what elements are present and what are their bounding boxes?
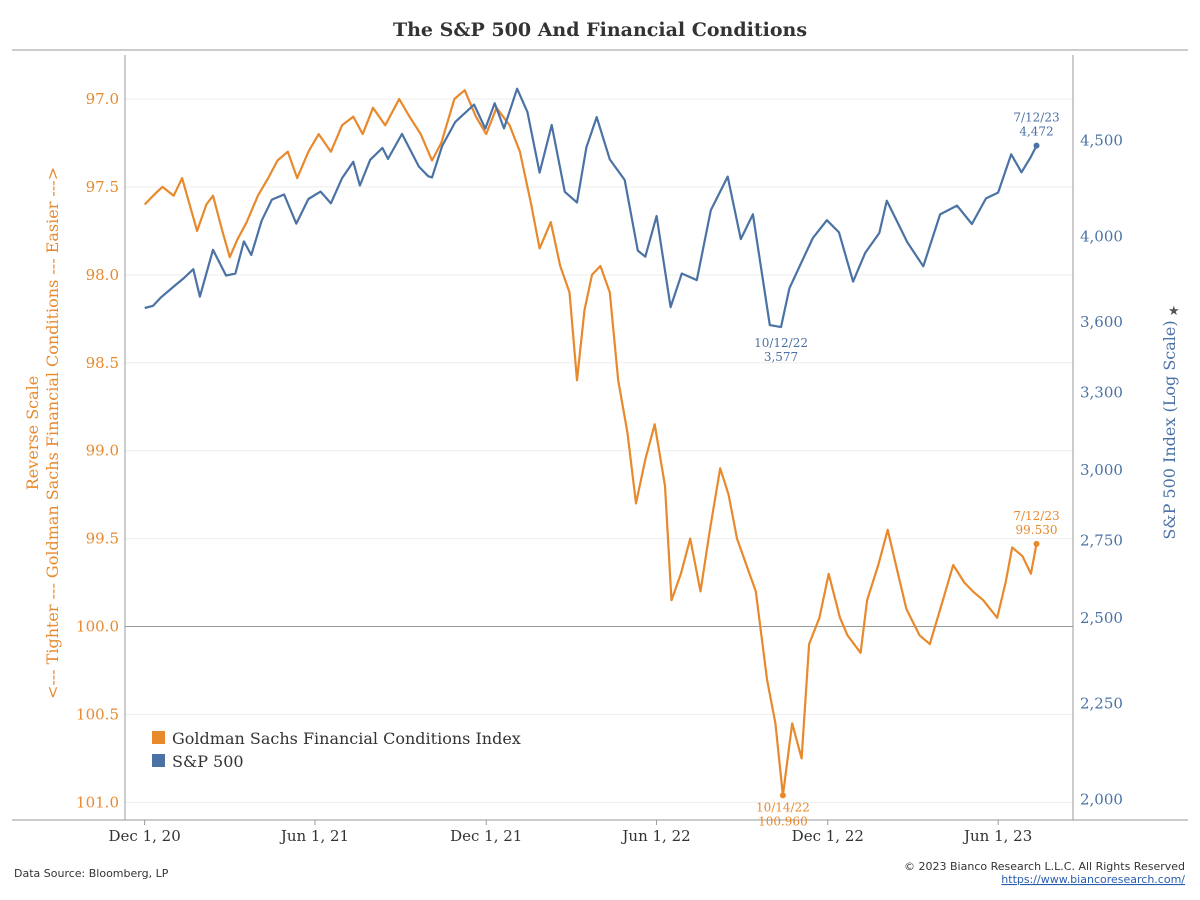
left-axis-title-line-2: <--- Tighter --- Goldman Sachs Financial…	[43, 167, 62, 699]
annotation-spx-latest-date: 7/12/23	[1013, 111, 1059, 125]
left-tick-label: 100.5	[76, 705, 119, 723]
left-tick-label: 97.0	[86, 90, 119, 108]
annotations: 7/12/234,47210/12/223,5777/12/2399.53010…	[754, 111, 1060, 829]
left-tick-label: 97.5	[86, 178, 119, 196]
website-link[interactable]: https://www.biancoresearch.com/	[1001, 873, 1185, 886]
sp500-line	[144, 87, 1038, 329]
left-tick-label: 101.0	[76, 793, 119, 811]
left-axis-ticks: 97.0 97.5 98.0 98.5 99.0 99.5 100.0 100.5 101.0	[76, 90, 119, 811]
series	[143, 87, 1038, 797]
x-tick-label: Dec 1, 21	[450, 827, 522, 845]
left-tick-label: 98.5	[86, 354, 119, 372]
gridlines	[125, 98, 1073, 803]
right-axis-title: S&P 500 Index (Log Scale)	[1160, 320, 1179, 539]
x-tick-label: Dec 1, 22	[792, 827, 864, 845]
copyright: © 2023 Bianco Research L.L.C. All Rights…	[904, 860, 1185, 873]
right-tick-label: 2,750	[1080, 532, 1123, 550]
left-tick-label: 98.0	[86, 266, 119, 284]
annotation-gsfci-latest-marker	[1033, 540, 1040, 547]
left-tick-label: 99.0	[86, 442, 119, 460]
legend-swatch-spx	[152, 754, 165, 767]
left-axis-title-line-1: Reverse Scale	[23, 376, 42, 490]
right-tick-label: 4,000	[1080, 227, 1123, 245]
annotation-spx-low-date: 10/12/22	[754, 336, 808, 350]
right-tick-label: 4,500	[1080, 132, 1123, 150]
right-tick-label: 3,300	[1080, 384, 1123, 402]
right-tick-label: 2,500	[1080, 609, 1123, 627]
gsfci-line	[143, 89, 1038, 797]
axes	[12, 55, 1188, 821]
annotation-gsfci-latest-date: 7/12/23	[1013, 509, 1059, 523]
legend-swatch-gsfci	[152, 731, 165, 744]
data-source: Data Source: Bloomberg, LP	[14, 867, 169, 880]
left-tick-label: 99.5	[86, 530, 119, 548]
x-axis-ticks: Dec 1, 20 Jun 1, 21 Dec 1, 21 Jun 1, 22 Dec …	[109, 820, 1032, 845]
right-axis-ticks: 2,000 2,250 2,500 2,750 3,000 3,300 3,600 4,000…	[1080, 132, 1123, 809]
right-tick-label: 3,000	[1080, 461, 1123, 479]
annotation-gsfci-high-date: 10/14/22	[756, 800, 810, 814]
pin-icon[interactable]: ★	[1168, 304, 1180, 319]
x-tick-label: Jun 1, 22	[620, 827, 690, 845]
x-tick-label: Dec 1, 20	[109, 827, 181, 845]
legend-label-spx: S&P 500	[172, 752, 244, 771]
annotation-gsfci-high-marker	[779, 792, 786, 799]
x-tick-label: Jun 1, 21	[279, 827, 349, 845]
legend-label-gsfci: Goldman Sachs Financial Conditions Index	[172, 729, 521, 748]
right-tick-label: 2,000	[1080, 790, 1123, 808]
chart-title: The S&P 500 And Financial Conditions	[393, 19, 807, 41]
annotation-spx-latest-marker	[1033, 142, 1040, 149]
left-tick-label: 100.0	[76, 618, 119, 636]
annotation-spx-latest-value: 4,472	[1019, 125, 1053, 139]
x-tick-label: Jun 1, 23	[962, 827, 1032, 845]
legend: Goldman Sachs Financial Conditions Index…	[152, 729, 521, 771]
annotation-gsfci-high-value: 100.960	[758, 814, 808, 828]
annotation-gsfci-latest-value: 99.530	[1016, 523, 1058, 537]
right-tick-label: 2,250	[1080, 695, 1123, 713]
annotation-spx-low-value: 3,577	[764, 350, 798, 364]
right-tick-label: 3,600	[1080, 313, 1123, 331]
